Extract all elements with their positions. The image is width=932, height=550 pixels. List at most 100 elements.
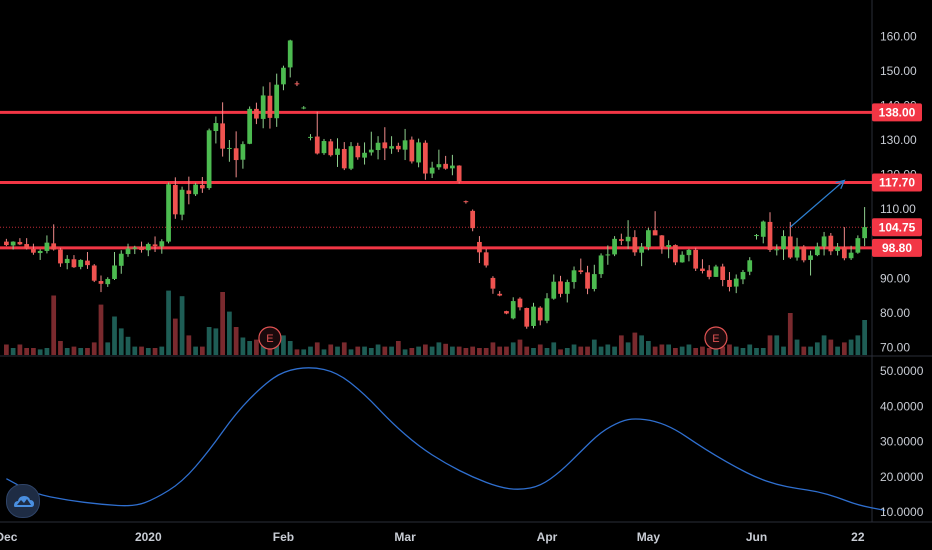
volume-bar (855, 335, 861, 355)
volume-bar (247, 341, 253, 355)
volume-bar (801, 346, 807, 355)
candle-body (314, 136, 320, 154)
candle-body (287, 40, 293, 68)
candle-body (450, 165, 455, 169)
volume-bar (362, 346, 367, 355)
volume-bar (314, 342, 320, 355)
volume-bar (71, 346, 77, 355)
price-badge-label: 117.70 (879, 176, 915, 190)
volume-bar (308, 346, 313, 355)
cloud-logo-icon[interactable] (6, 484, 40, 518)
volume-bar (375, 344, 381, 355)
volume-bar (17, 344, 23, 355)
volume-bar (341, 342, 347, 355)
volume-bar (537, 344, 543, 355)
time-tick-label: Apr (537, 530, 558, 544)
volume-bar (254, 339, 259, 355)
volume-bar (517, 339, 523, 355)
volume-bar (693, 348, 699, 355)
volume-bar (416, 346, 421, 355)
candle-body (4, 241, 9, 246)
volume-bar (490, 342, 496, 355)
volume-bar (368, 348, 374, 355)
volume-bar (497, 346, 503, 355)
candle-body (490, 277, 496, 289)
price-badge-bg (872, 173, 922, 192)
price-tick-label: 110.00 (880, 202, 916, 216)
volume-bar (686, 344, 692, 355)
volume-bar (166, 290, 171, 355)
candle-body (247, 108, 253, 144)
volume-bar (355, 346, 361, 355)
candle-body (814, 246, 820, 256)
candle-body (355, 145, 361, 158)
candle-body (625, 236, 631, 242)
volume-bar (605, 344, 611, 355)
volume-bar (429, 346, 435, 355)
volume-bar (747, 344, 753, 355)
volume-bar (37, 349, 43, 355)
candle-body (808, 255, 813, 260)
candle-body (31, 248, 36, 253)
volume-bar (713, 348, 719, 355)
volume-bar (64, 348, 70, 355)
volume-bar (760, 348, 766, 355)
volume-bar (179, 296, 185, 355)
time-tick-label: 22 (851, 530, 865, 544)
earnings-marker: E (704, 326, 728, 350)
candle-body (666, 245, 672, 248)
volume-bar (335, 346, 340, 355)
candle-body (848, 252, 854, 259)
candle-body (646, 230, 651, 248)
candle-body (754, 235, 759, 237)
candle-body (402, 140, 408, 150)
volume-bar (301, 349, 307, 355)
volume-bar (564, 348, 570, 355)
volume-bar (132, 346, 138, 355)
candle-body (443, 163, 449, 169)
candle-body (477, 241, 482, 253)
volume-bar (632, 332, 638, 355)
projection-arrow (789, 179, 845, 228)
candle-body (632, 237, 638, 253)
candle-body (51, 243, 57, 250)
candle-body (186, 190, 192, 194)
candle-body (537, 307, 543, 321)
volume-bar (78, 348, 84, 355)
candle-body (470, 210, 476, 229)
volume-bar (240, 337, 246, 355)
volume-bar (787, 313, 793, 355)
price-badge: 104.75 (872, 218, 922, 237)
candle-body (58, 249, 63, 264)
candle-body (686, 249, 692, 256)
candle-body (267, 95, 273, 118)
candle-body (24, 244, 30, 249)
grid (0, 0, 932, 523)
candle-body (395, 145, 401, 150)
volume-bar (145, 348, 151, 355)
candle-body (328, 141, 334, 156)
candle-body (456, 165, 462, 182)
candle-body (510, 301, 516, 319)
volume-bar (673, 348, 678, 355)
candle-body (206, 130, 212, 189)
volume-bar (422, 344, 428, 355)
candle-body (673, 245, 678, 263)
volume-bar (612, 346, 617, 355)
volume-bar (51, 295, 57, 355)
volume-bar (267, 346, 273, 355)
candle-body (504, 311, 509, 314)
candle-body (85, 260, 90, 266)
candle-body (835, 246, 840, 251)
candle-body (254, 108, 259, 119)
candle-body (382, 142, 388, 149)
volume-bar (152, 348, 158, 355)
candle-body (179, 189, 185, 215)
projection-arrowhead (835, 179, 846, 189)
volume-bar (450, 346, 455, 355)
candle-body (733, 278, 739, 287)
candle-body (578, 270, 584, 273)
candle-body (713, 266, 719, 277)
